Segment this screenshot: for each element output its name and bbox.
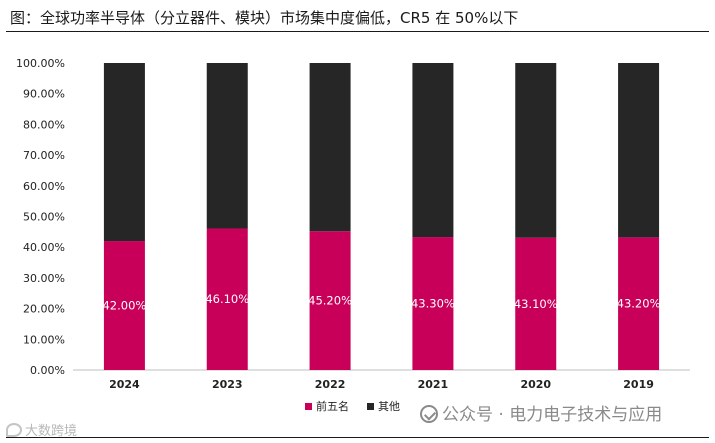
x-axis: 2024 2023 2022 2021 2020 2019 xyxy=(73,369,690,391)
bar-top5-2024 xyxy=(103,241,145,370)
source-logo: 大数跨境 xyxy=(6,420,77,439)
legend: 前五名 其他 xyxy=(305,399,400,413)
legend-swatch-top5 xyxy=(305,403,312,410)
source-logo-text: 大数跨境 xyxy=(25,424,78,439)
y-tick-label: 90.00% xyxy=(23,88,65,101)
y-tick-label: 40.00% xyxy=(23,241,65,254)
data-label-top5-2019: 43.20% xyxy=(617,297,661,311)
bar-others-2019 xyxy=(618,63,660,238)
wechat-icon xyxy=(420,405,438,423)
legend-label-top5: 前五名 xyxy=(316,399,349,413)
bar-others-2020 xyxy=(515,63,557,238)
y-tick-label: 60.00% xyxy=(23,180,65,193)
x-tick-label: 2022 xyxy=(315,378,346,391)
chart-title: 图：全球功率半导体（分立器件、模块）市场集中度偏低，CR5 在 50%以下 xyxy=(10,9,519,27)
bar-others-2021 xyxy=(412,63,454,238)
data-label-top5-2024: 42.00% xyxy=(102,299,146,313)
bar-top5-2023 xyxy=(206,228,248,370)
y-tick-label: 30.00% xyxy=(23,272,65,285)
legend-swatch-others xyxy=(367,403,374,410)
y-tick-label: 70.00% xyxy=(23,149,65,162)
watermark-text: 公众号 · 电力电子技术与应用 xyxy=(442,405,663,425)
y-tick-label: 10.00% xyxy=(23,333,65,346)
y-tick-label: 20.00% xyxy=(23,303,65,316)
x-tick-label: 2023 xyxy=(212,378,243,391)
x-tick-label: 2024 xyxy=(109,378,140,391)
x-tick-label: 2020 xyxy=(520,378,551,391)
bar-others-2024 xyxy=(103,63,145,242)
watermark: 公众号 · 电力电子技术与应用 xyxy=(420,400,662,425)
y-tick-label: 80.00% xyxy=(23,118,65,131)
bar-others-2023 xyxy=(206,63,248,229)
logo-icon xyxy=(6,423,22,437)
data-label-top5-2021: 43.30% xyxy=(411,297,455,311)
bar-top5-2021 xyxy=(412,237,454,370)
x-tick-label: 2021 xyxy=(418,378,449,391)
bar-top5-2022 xyxy=(309,231,351,370)
data-label-top5-2020: 43.10% xyxy=(514,297,558,311)
data-label-top5-2022: 45.20% xyxy=(308,294,352,308)
y-tick-label: 100.00% xyxy=(16,57,65,70)
title-bar: 图：全球功率半导体（分立器件、模块）市场集中度偏低，CR5 在 50%以下 xyxy=(6,3,709,32)
bars: 42.00% 46.10% 45.20% 43.30% 43.10% 43.20% xyxy=(102,63,661,370)
bar-top5-2020 xyxy=(515,237,557,370)
bar-top5-2019 xyxy=(618,237,660,370)
y-tick-label: 50.00% xyxy=(23,211,65,224)
bottom-rule xyxy=(6,437,709,438)
data-label-top5-2023: 46.10% xyxy=(205,292,249,306)
y-tick-label: 0.00% xyxy=(30,364,65,377)
bar-others-2022 xyxy=(309,63,351,232)
x-tick-label: 2019 xyxy=(623,378,654,391)
legend-label-others: 其他 xyxy=(378,400,400,413)
y-axis: 0.00% 10.00% 20.00% 30.00% 40.00% 50.00% 60.00… xyxy=(16,57,65,377)
